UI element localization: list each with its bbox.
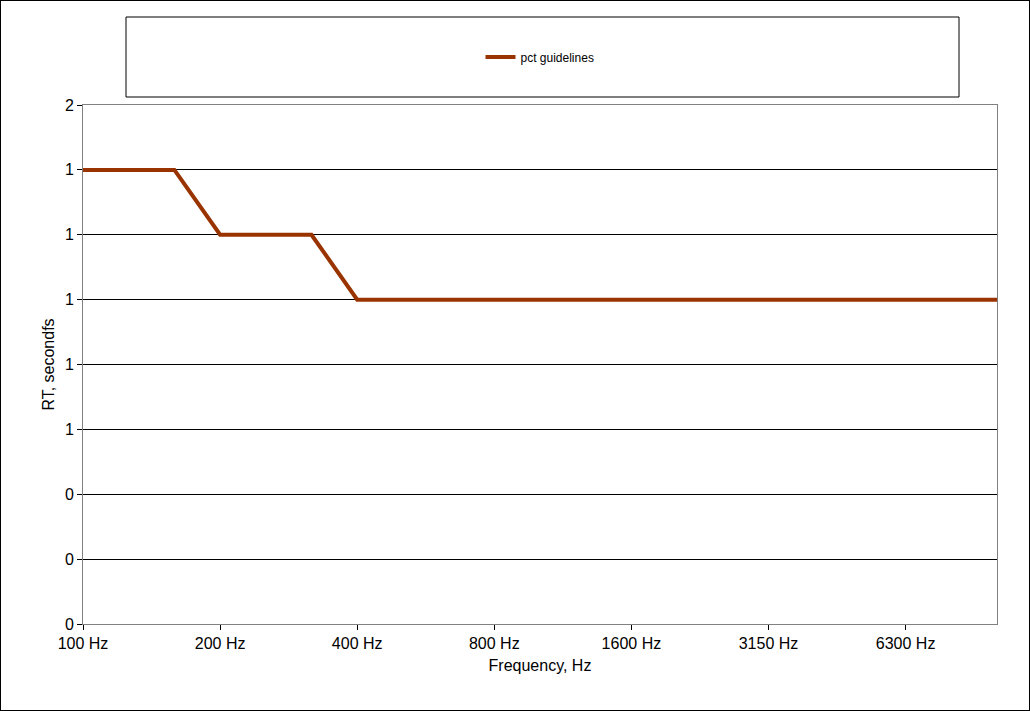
svg-text:800 Hz: 800 Hz [469,635,520,652]
svg-text:1: 1 [65,421,74,438]
svg-text:1: 1 [65,226,74,243]
svg-text:RT, secondfs: RT, secondfs [40,318,57,410]
svg-text:200 Hz: 200 Hz [195,635,246,652]
svg-text:3150 Hz: 3150 Hz [739,635,799,652]
svg-text:1: 1 [65,356,74,373]
svg-text:1600 Hz: 1600 Hz [602,635,662,652]
svg-text:pct guidelines: pct guidelines [521,51,594,65]
svg-text:0: 0 [65,551,74,568]
svg-text:400 Hz: 400 Hz [332,635,383,652]
svg-text:100 Hz: 100 Hz [58,635,109,652]
svg-text:0: 0 [65,486,74,503]
svg-text:1: 1 [65,291,74,308]
svg-text:0: 0 [65,616,74,633]
svg-text:6300 Hz: 6300 Hz [876,635,936,652]
svg-text:1: 1 [65,161,74,178]
svg-text:Frequency, Hz: Frequency, Hz [489,657,592,674]
svg-text:2: 2 [65,97,74,114]
